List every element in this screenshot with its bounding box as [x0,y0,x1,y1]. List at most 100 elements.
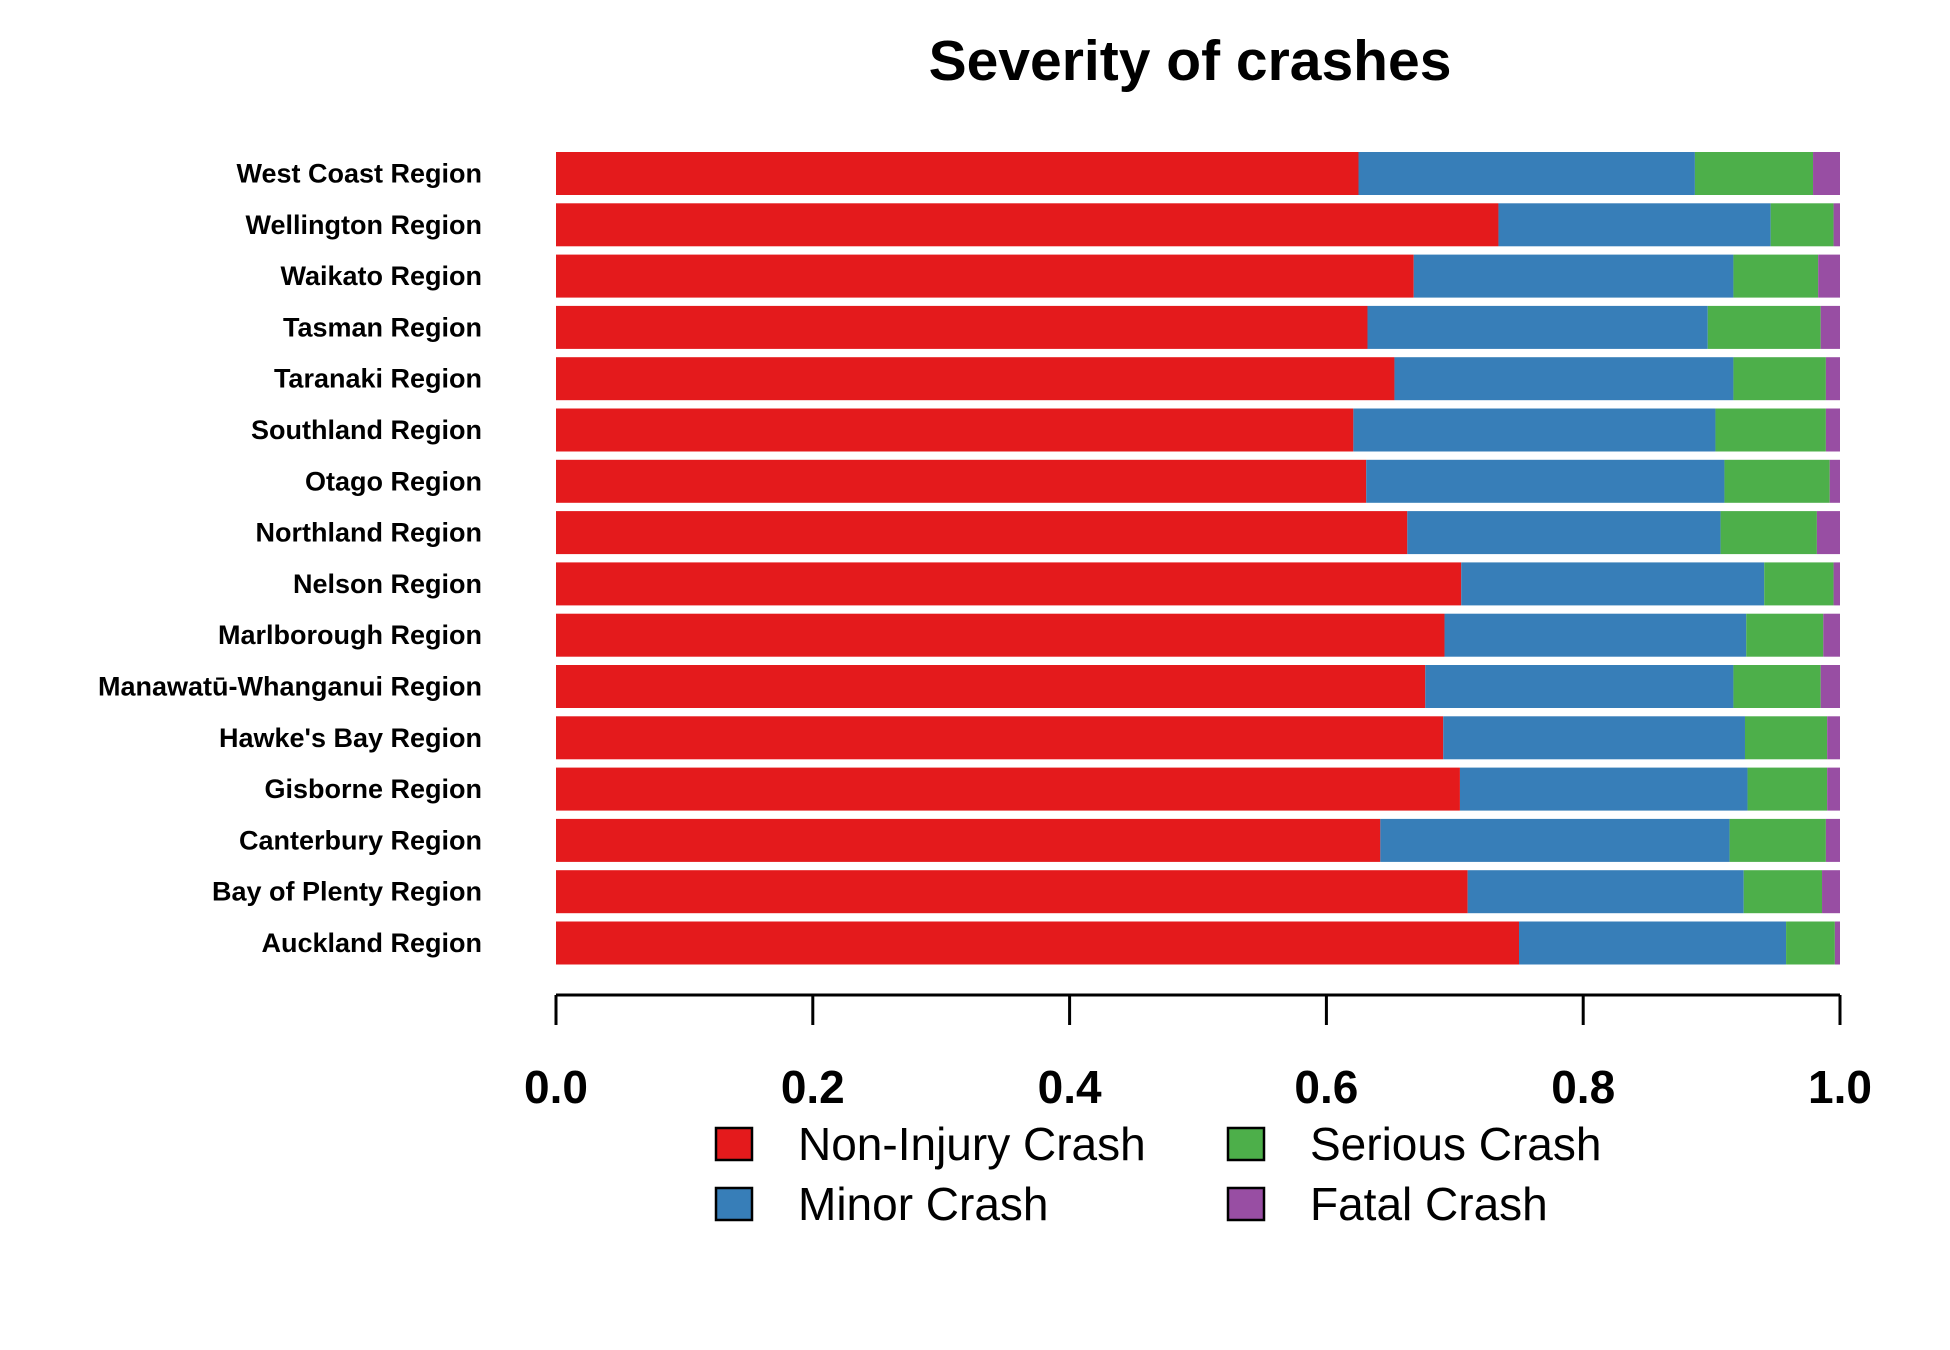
bar-manawatu-whanganui-region-fatal-crash [1820,665,1840,708]
bar-southland-region-minor-crash [1353,408,1716,452]
bar-tasman-region-fatal-crash [1820,305,1840,349]
category-label: Tasman Region [283,312,482,342]
legend-label-minor-crash: Minor Crash [798,1178,1049,1230]
bar-west-coast-region-non-injury-crash [556,152,1359,195]
bar-gisborne-region-serious-crash [1747,767,1828,811]
bar-manawatu-whanganui-region-non-injury-crash [556,665,1426,708]
bar-taranaki-region-minor-crash [1394,357,1734,401]
x-axis: 0.0 0.2 0.4 0.6 0.8 1.0 [524,993,1872,1113]
bar-waikato-region-serious-crash [1733,254,1819,298]
bar-west-coast-region-fatal-crash [1813,152,1840,195]
x-tick-label: 0.0 [524,1061,588,1113]
category-label: Southland Region [251,415,482,445]
bar-bay-of-plenty-region-serious-crash [1743,870,1823,914]
bar-hawke-s-bay-region-serious-crash [1744,716,1828,760]
bar-marlborough-region-non-injury-crash [556,613,1445,657]
category-label: Marlborough Region [218,620,482,650]
category-label: Otago Region [305,466,482,496]
category-label: Nelson Region [293,569,482,599]
bar-bay-of-plenty-region-fatal-crash [1822,870,1840,914]
bar-tasman-region-serious-crash [1707,305,1821,349]
bar-hawke-s-bay-region-fatal-crash [1827,716,1840,760]
bar-canterbury-region-non-injury-crash [556,818,1381,862]
bars-group [556,152,1840,965]
x-tick-label: 1.0 [1808,1061,1872,1113]
category-label: Wellington Region [246,210,482,240]
bar-gisborne-region-minor-crash [1459,767,1748,811]
legend-swatch-serious-crash [1226,1126,1266,1162]
bar-canterbury-region-minor-crash [1380,818,1730,862]
category-label: Manawatū-Whanganui Region [98,672,482,702]
x-tick-label: 0.4 [1038,1061,1102,1113]
bar-southland-region-non-injury-crash [556,408,1354,452]
bar-hawke-s-bay-region-non-injury-crash [556,716,1444,760]
bar-nelson-region-minor-crash [1461,562,1765,606]
legend-label-serious-crash: Serious Crash [1310,1118,1601,1170]
category-labels: West Coast Region Wellington Region Waikat… [98,159,482,959]
bar-waikato-region-non-injury-crash [556,254,1414,298]
x-tick-label: 0.6 [1294,1061,1358,1113]
bar-taranaki-region-serious-crash [1733,357,1826,401]
bar-west-coast-region-serious-crash [1694,152,1814,195]
x-tick-label: 0.8 [1551,1061,1615,1113]
legend-label-fatal-crash: Fatal Crash [1310,1178,1548,1230]
bar-canterbury-region-serious-crash [1729,818,1826,862]
category-label: Waikato Region [280,261,482,291]
bar-southland-region-fatal-crash [1825,408,1840,452]
bar-auckland-region-minor-crash [1519,921,1787,965]
bar-southland-region-serious-crash [1715,408,1826,452]
bar-waikato-region-minor-crash [1413,254,1734,298]
legend: Non-Injury Crash Minor Crash Serious Crash… [714,1118,1601,1230]
bar-auckland-region-non-injury-crash [556,921,1519,965]
bar-otago-region-serious-crash [1724,459,1830,503]
bar-bay-of-plenty-region-non-injury-crash [556,870,1468,914]
chart-title: Severity of crashes [929,29,1452,93]
x-tick-label: 0.2 [781,1061,845,1113]
bar-northland-region-fatal-crash [1816,511,1840,555]
bar-tasman-region-non-injury-crash [556,305,1368,349]
bar-west-coast-region-minor-crash [1358,152,1695,195]
bar-wellington-region-serious-crash [1770,203,1834,247]
bar-northland-region-minor-crash [1407,511,1721,555]
category-label: Canterbury Region [239,825,482,855]
bar-otago-region-non-injury-crash [556,459,1367,503]
legend-swatch-non-injury-crash [714,1126,754,1162]
category-label: Auckland Region [261,928,482,958]
bar-taranaki-region-non-injury-crash [556,357,1395,401]
bar-hawke-s-bay-region-minor-crash [1443,716,1745,760]
bar-nelson-region-serious-crash [1764,562,1834,606]
bar-wellington-region-minor-crash [1498,203,1771,247]
category-label: Northland Region [256,518,482,548]
bar-auckland-region-serious-crash [1786,921,1835,965]
category-label: West Coast Region [236,159,482,189]
bar-waikato-region-fatal-crash [1818,254,1840,298]
bar-auckland-region-fatal-crash [1834,921,1840,965]
bar-manawatu-whanganui-region-minor-crash [1425,665,1734,708]
bar-gisborne-region-fatal-crash [1827,767,1840,811]
bar-marlborough-region-minor-crash [1444,613,1747,657]
category-label: Taranaki Region [274,364,482,394]
category-label: Bay of Plenty Region [212,877,482,907]
bar-canterbury-region-fatal-crash [1825,818,1840,862]
bar-wellington-region-non-injury-crash [556,203,1499,247]
bar-otago-region-fatal-crash [1829,459,1840,503]
bar-bay-of-plenty-region-minor-crash [1467,870,1744,914]
bar-marlborough-region-serious-crash [1746,613,1824,657]
bar-taranaki-region-fatal-crash [1825,357,1840,401]
bar-marlborough-region-fatal-crash [1823,613,1840,657]
bar-nelson-region-non-injury-crash [556,562,1462,606]
bar-otago-region-minor-crash [1366,459,1725,503]
bar-gisborne-region-non-injury-crash [556,767,1460,811]
bar-tasman-region-minor-crash [1367,305,1708,349]
legend-label-non-injury-crash: Non-Injury Crash [798,1118,1146,1170]
category-label: Hawke's Bay Region [219,723,482,753]
bar-manawatu-whanganui-region-serious-crash [1733,665,1821,708]
legend-swatch-fatal-crash [1226,1186,1266,1222]
bar-northland-region-serious-crash [1720,511,1817,555]
legend-swatch-minor-crash [714,1186,754,1222]
bar-northland-region-non-injury-crash [556,511,1408,555]
bar-wellington-region-fatal-crash [1833,203,1840,247]
bar-nelson-region-fatal-crash [1833,562,1840,606]
category-label: Gisborne Region [264,774,482,804]
